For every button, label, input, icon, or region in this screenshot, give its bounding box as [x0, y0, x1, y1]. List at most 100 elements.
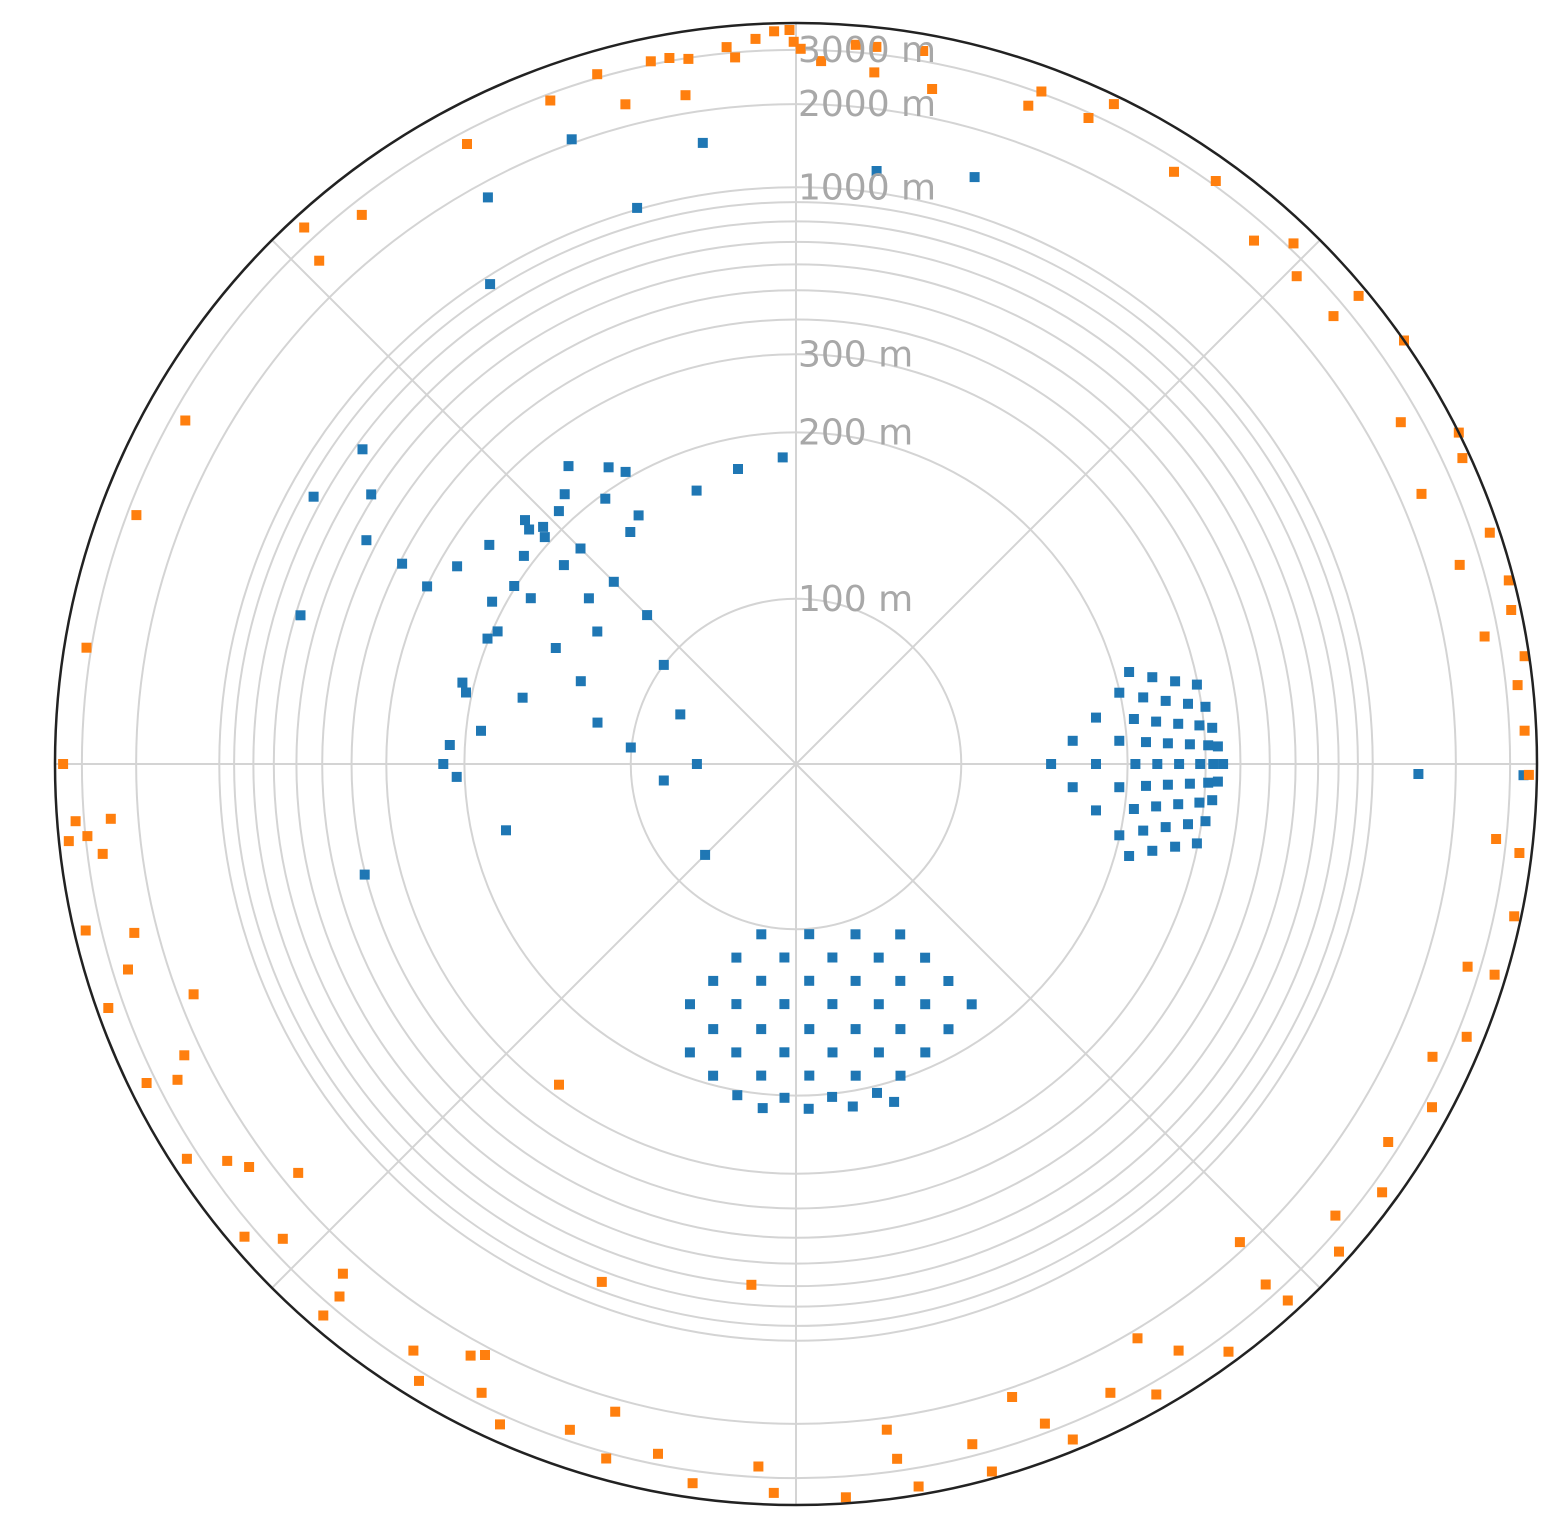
point-series-0-51	[1191, 838, 1202, 849]
point-series-1-22	[1503, 575, 1514, 586]
point-series-0-112	[484, 539, 495, 550]
point-series-1-95	[476, 1387, 487, 1398]
point-series-0-80	[684, 1047, 695, 1058]
point-series-0-86	[708, 1070, 719, 1081]
point-series-0-54	[850, 929, 861, 940]
point-series-0-106	[482, 633, 493, 644]
point-series-1-52	[80, 925, 91, 936]
point-series-0-65	[895, 975, 906, 986]
radial-gridline-400	[350, 318, 1242, 1210]
point-series-1-1	[620, 99, 631, 110]
point-series-1-35	[1282, 1295, 1293, 1306]
point-series-0-124	[675, 709, 686, 720]
point-series-0-26	[1174, 759, 1185, 769]
point-series-0-16	[1114, 735, 1125, 746]
point-series-0-44	[1138, 825, 1149, 836]
point-series-0-88	[804, 1070, 815, 1081]
point-series-0-48	[1124, 851, 1135, 861]
point-series-0-57	[779, 952, 790, 963]
point-series-0-151	[357, 444, 368, 455]
point-series-0-105	[509, 581, 520, 591]
radial-tick-labels: 100 m 200 m 300 m 1000 m 2000 m 3000 m	[798, 30, 936, 620]
point-series-0-29	[1218, 759, 1229, 769]
point-series-1-75	[1249, 235, 1259, 246]
point-series-0-35	[1203, 777, 1214, 788]
point-series-0-121	[575, 676, 586, 687]
point-series-0-89	[850, 1070, 861, 1081]
point-series-1-90	[967, 1439, 978, 1450]
point-series-1-111	[1007, 1392, 1018, 1402]
point-series-1-15	[1291, 271, 1302, 282]
point-series-1-114	[554, 1079, 564, 1090]
point-series-1-102	[97, 848, 108, 859]
point-series-0-160	[969, 172, 980, 183]
theta-gridline-315	[795, 763, 1321, 1289]
point-series-1-119	[1234, 1237, 1245, 1248]
point-series-0-0	[1124, 667, 1135, 677]
point-series-1-47	[318, 1310, 329, 1321]
point-series-0-18	[1162, 738, 1173, 749]
point-series-0-85	[920, 1047, 931, 1058]
point-series-0-97	[847, 1101, 858, 1112]
point-series-1-76	[1328, 311, 1339, 322]
point-series-0-64	[850, 975, 861, 986]
point-series-0-82	[779, 1047, 790, 1058]
point-series-1-38	[1067, 1434, 1078, 1445]
point-series-1-93	[653, 1448, 663, 1459]
point-series-0-45	[1160, 822, 1171, 833]
point-series-0-31	[1114, 782, 1125, 793]
point-series-0-137	[451, 771, 462, 782]
point-series-1-101	[123, 964, 133, 975]
point-series-0-8	[1200, 701, 1211, 712]
point-series-1-62	[356, 209, 367, 220]
point-series-0-119	[608, 576, 619, 587]
point-series-0-24	[1130, 759, 1141, 769]
point-series-0-43	[1114, 830, 1125, 841]
point-series-1-72	[1023, 100, 1034, 111]
series-1	[58, 25, 1534, 1503]
point-series-1-83	[1427, 1051, 1438, 1062]
point-series-1-32	[1427, 1102, 1437, 1113]
point-series-0-109	[603, 462, 614, 473]
point-series-1-79	[1454, 559, 1465, 570]
point-series-0-11	[1151, 716, 1162, 727]
point-series-1-69	[816, 56, 827, 67]
point-series-0-102	[457, 677, 468, 688]
point-series-0-145	[777, 452, 788, 463]
point-series-0-100	[524, 524, 535, 535]
point-series-1-112	[1132, 1333, 1143, 1344]
point-series-0-5	[1138, 692, 1149, 703]
point-series-0-147	[361, 535, 372, 546]
point-series-1-88	[1105, 1387, 1116, 1398]
point-series-1-0	[680, 90, 691, 101]
point-series-0-98	[889, 1096, 900, 1107]
point-series-0-154	[632, 202, 643, 213]
point-series-1-97	[334, 1291, 345, 1302]
point-series-0-36	[1212, 776, 1223, 787]
point-series-0-142	[501, 825, 511, 836]
point-series-0-157	[1518, 770, 1529, 781]
point-series-1-6	[784, 25, 795, 35]
point-series-1-36	[1223, 1346, 1234, 1357]
point-series-0-161	[697, 137, 708, 148]
point-series-0-104	[539, 532, 550, 543]
radial-gridline-2000	[135, 103, 1457, 1425]
point-series-0-99	[563, 461, 574, 472]
point-series-1-34	[1334, 1246, 1344, 1257]
point-series-0-116	[525, 593, 536, 604]
point-series-1-24	[1519, 651, 1530, 662]
point-series-0-159	[871, 166, 882, 176]
point-series-0-152	[485, 279, 496, 290]
point-series-0-158	[1413, 769, 1424, 779]
point-series-1-115	[746, 1279, 757, 1290]
point-series-0-93	[827, 1091, 838, 1102]
radial-gridline-500	[321, 289, 1271, 1239]
point-series-1-94	[564, 1424, 575, 1435]
point-series-1-92	[753, 1461, 764, 1472]
point-series-1-80	[1479, 631, 1490, 642]
point-series-0-70	[827, 999, 838, 1010]
point-series-0-32	[1141, 780, 1151, 791]
point-series-0-101	[487, 596, 498, 607]
point-series-1-60	[314, 255, 325, 266]
point-series-0-148	[359, 869, 370, 880]
